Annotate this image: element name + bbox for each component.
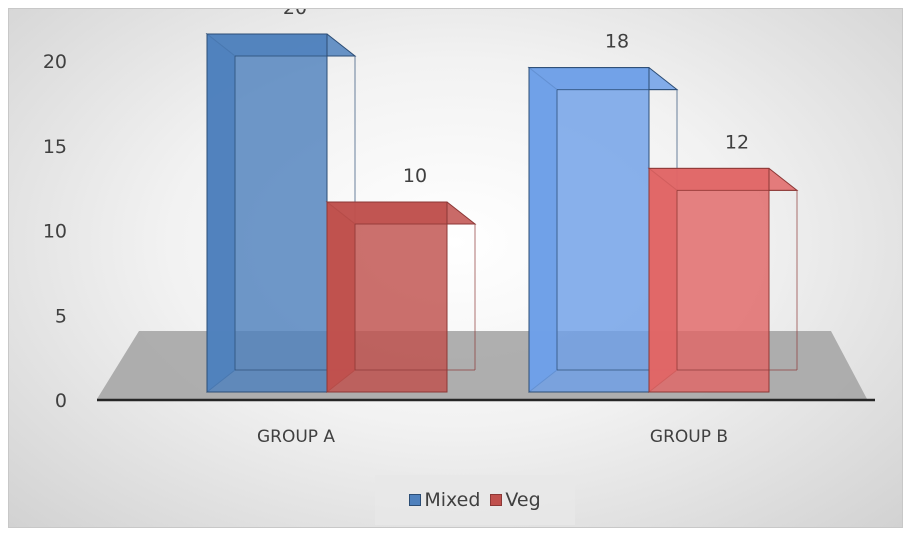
bar-veg-0 — [325, 200, 477, 394]
x-axis: GROUP A GROUP B — [257, 427, 728, 447]
bar-front — [648, 167, 770, 393]
y-tick-label: 10 — [43, 221, 67, 243]
legend-item-mixed: Mixed — [409, 489, 480, 511]
legend-swatch — [490, 494, 503, 506]
y-tick-label: 5 — [55, 305, 67, 327]
y-tick-label: 20 — [43, 51, 67, 73]
data-label: 10 — [403, 165, 427, 187]
legend-label: Veg — [505, 489, 541, 511]
bar-front — [528, 67, 650, 393]
y-tick-label: 15 — [43, 136, 67, 158]
category-label: GROUP B — [650, 427, 728, 447]
legend: Mixed Veg — [375, 475, 575, 525]
bar-front — [326, 201, 448, 393]
data-label: 20 — [283, 9, 307, 19]
data-label: 12 — [725, 131, 749, 153]
chart-svg: 0 5 10 15 20 20 10 18 12 GROUP A GROUP B — [43, 9, 875, 447]
data-label: 18 — [605, 31, 629, 53]
bar-edge — [355, 223, 476, 370]
bar-veg-1 — [647, 167, 799, 394]
bar-front — [206, 33, 328, 393]
legend-item-veg: Veg — [490, 489, 541, 511]
bar-mixed-1 — [527, 66, 679, 394]
y-axis: 0 5 10 15 20 — [43, 51, 67, 412]
legend-label: Mixed — [424, 489, 481, 511]
data-labels: 20 10 18 12 — [283, 9, 749, 187]
bar-edge — [677, 189, 798, 370]
bar-layer — [205, 32, 799, 394]
chart-frame: 0 5 10 15 20 20 10 18 12 GROUP A GROUP B Mixed Ve… — [8, 8, 903, 528]
legend-swatch — [409, 494, 422, 506]
y-tick-label: 0 — [55, 390, 67, 412]
bar-mixed-0 — [205, 32, 357, 394]
category-label: GROUP A — [257, 427, 335, 447]
